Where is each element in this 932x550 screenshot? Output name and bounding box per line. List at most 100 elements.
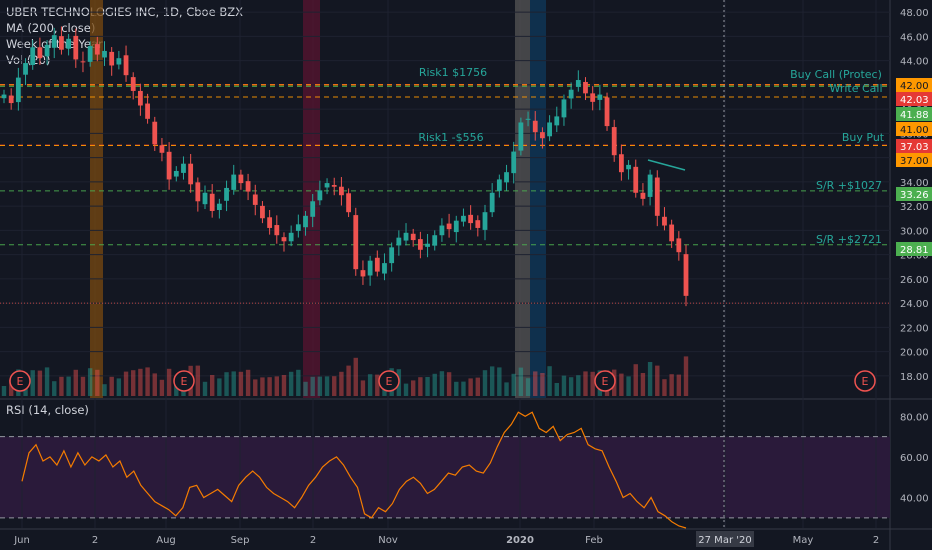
candle [123,55,129,76]
volume-bar [504,382,509,396]
earnings-marker-label: E [386,375,393,388]
earnings-marker [173,370,195,392]
candle [518,122,524,151]
candle [654,177,660,216]
volume-bar [375,374,380,396]
candle [540,132,545,139]
earnings-marker-label: E [602,375,609,388]
week-band [530,0,546,398]
earnings-marker [854,370,876,392]
volume-bar [360,380,366,396]
candle [281,237,287,242]
price-tag-label: 37.00 [900,156,929,167]
volume-bar [568,377,574,396]
crosshair-date-tag [696,531,754,547]
volume-bar [281,375,287,396]
candle [482,212,488,230]
candle [231,174,237,190]
price-tag-label: 42.00 [900,81,929,92]
rsi-indicator-label[interactable]: RSI (14, close) [6,403,89,417]
candle [102,50,107,58]
price-tick-label: 32.00 [900,202,929,213]
volume-bar [497,367,502,396]
candle [216,203,222,211]
volume-bar [109,376,114,396]
price-tag [896,153,932,167]
week-band [303,0,320,398]
candle [597,94,603,100]
candle [130,77,136,91]
volume-bar [166,368,172,396]
time-tick-label: Aug [156,535,176,546]
candle [547,122,552,137]
level-label: S/R +$1027 [816,179,882,192]
volume-bar [59,376,64,396]
rsi-tick-label: 40.00 [900,494,929,505]
volume-bar [73,369,78,396]
chart-legend: UBER TECHNOLOGIES INC, 1D, Cboe BZX MA (… [6,4,243,68]
price-tag [896,78,932,92]
price-tag [896,122,932,136]
volume-bar [267,377,272,396]
ma-line [647,159,686,171]
candle [274,225,280,236]
price-tag [896,92,932,106]
volume-bar [439,371,445,396]
volume-bar [231,371,236,396]
price-tag [896,107,932,121]
volume-bar [332,376,337,396]
price-tick-label: 34.00 [900,178,929,189]
candle [446,223,452,230]
volume-bar [80,376,86,396]
volume-bar [245,369,251,396]
ma-indicator-label[interactable]: MA (200, close) [6,21,96,35]
volume-bar [518,367,524,396]
volume-bar [626,376,631,396]
volume-bar [583,371,588,396]
volume-bar [676,374,682,396]
volume-bar [561,375,567,396]
volume-bar [647,362,653,396]
candle [317,190,323,201]
candle [374,257,380,272]
price-tick-label: 28.00 [900,251,929,262]
volume-bar [489,366,495,396]
candle [611,127,617,156]
candle [267,217,273,228]
candle [310,201,316,217]
candle [152,121,158,145]
candle [496,179,502,191]
volume-bar [461,381,466,396]
candle [181,163,186,173]
candle [568,89,574,99]
candle [618,154,624,173]
candle [116,58,122,65]
candle [575,80,581,87]
candle [360,270,366,277]
time-tick-label: Nov [378,535,398,546]
candle [511,151,517,174]
price-tag-label: 33.26 [900,190,929,201]
volume-bar [102,384,107,396]
volume-bar [131,370,136,396]
candle [295,224,301,231]
candle [51,35,57,48]
candle [260,205,265,219]
candle [683,254,689,296]
volume-bar [619,373,624,396]
volume-bar [217,378,222,396]
volume-bar [446,372,452,396]
candle [367,260,373,276]
price-tick-label: 20.00 [900,348,929,359]
level-label: S/R +$2721 [816,233,882,246]
candle [669,224,675,242]
candle [475,220,481,228]
crosshair-date-label: 27 Mar '20 [698,535,751,546]
candle [59,36,64,50]
volume-bar [209,375,215,396]
candle [489,192,495,213]
time-tick-label: Sep [231,535,250,546]
price-tag-label: 41.88 [900,110,929,121]
time-tick-label: 2 [92,535,98,546]
